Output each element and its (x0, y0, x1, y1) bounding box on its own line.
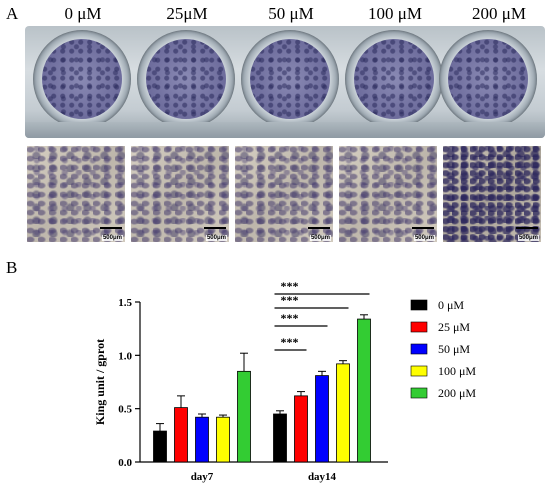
concentration-label: 100 μM (368, 4, 422, 23)
panel-label-a: A (6, 4, 19, 23)
scale-bar (412, 227, 434, 239)
bar (273, 413, 287, 463)
y-axis-label: King unit / gprot (93, 339, 107, 425)
bar (357, 318, 371, 463)
scale-bar (204, 227, 226, 239)
legend-label: 25 μM (438, 320, 470, 334)
scale-bar (516, 227, 538, 239)
stained-cells (42, 39, 122, 119)
well (439, 30, 537, 128)
significance-label: *** (281, 335, 299, 349)
scale-bar-label: 500μm (517, 235, 539, 241)
significance-label: *** (281, 311, 299, 325)
well (33, 30, 131, 128)
legend-label: 200 μM (438, 386, 476, 400)
well (137, 30, 235, 128)
scale-bar-label: 500μm (101, 235, 123, 241)
bar (237, 370, 251, 463)
legend-swatch (410, 299, 428, 311)
stained-cells (250, 39, 330, 119)
x-tick-label: day7 (191, 471, 214, 483)
concentration-label: 200 μM (472, 4, 526, 23)
scale-bar-label: 500μm (205, 235, 227, 241)
x-tick-label: day14 (308, 471, 337, 483)
legend-swatch (410, 321, 428, 333)
well (241, 30, 339, 128)
legend-swatch (410, 343, 428, 355)
micrograph: 500μm (339, 146, 437, 242)
scale-bar (100, 227, 122, 239)
y-tick-label: 0.5 (118, 404, 132, 416)
legend-label: 0 μM (438, 298, 464, 312)
legend-label: 100 μM (438, 364, 476, 378)
significance-label: *** (281, 293, 299, 307)
micrograph: 500μm (235, 146, 333, 242)
legend-swatch (410, 387, 428, 399)
legend-label: 50 μM (438, 342, 470, 356)
concentration-label: 25μM (166, 4, 208, 23)
stained-cells (146, 39, 226, 119)
micrograph: 500μm (27, 146, 125, 242)
micrograph: 500μm (131, 146, 229, 242)
bar (294, 395, 308, 463)
bar (315, 375, 329, 463)
well (345, 30, 443, 128)
y-tick-label: 1.0 (118, 350, 132, 362)
bar (216, 416, 230, 463)
bar (153, 430, 167, 463)
scale-bar-label: 500μm (413, 235, 435, 241)
stained-cells (354, 39, 434, 119)
panel-label-b: B (6, 258, 18, 277)
stained-cells (448, 39, 528, 119)
well-plate-photo (25, 26, 545, 138)
significance-label: *** (281, 279, 299, 293)
y-tick-label: 1.5 (118, 297, 132, 309)
concentration-label: 0 μM (64, 4, 102, 23)
concentration-labels: 0 μM 25μM 50 μM 100 μM 200 μM (30, 4, 550, 26)
y-tick-label: 0.0 (118, 457, 132, 469)
concentration-label: 50 μM (268, 4, 314, 23)
plate-edge (25, 122, 545, 138)
scale-bar (308, 227, 330, 239)
bar-chart: 0.0 0.5 1.0 1.5 King unit / gprot day7 day14 **… (93, 279, 476, 483)
bar (336, 363, 350, 463)
micrograph: 500μm (443, 146, 541, 242)
bar (195, 416, 209, 463)
bar (174, 407, 188, 463)
scale-bar-label: 500μm (309, 235, 331, 241)
legend-swatch (410, 365, 428, 377)
